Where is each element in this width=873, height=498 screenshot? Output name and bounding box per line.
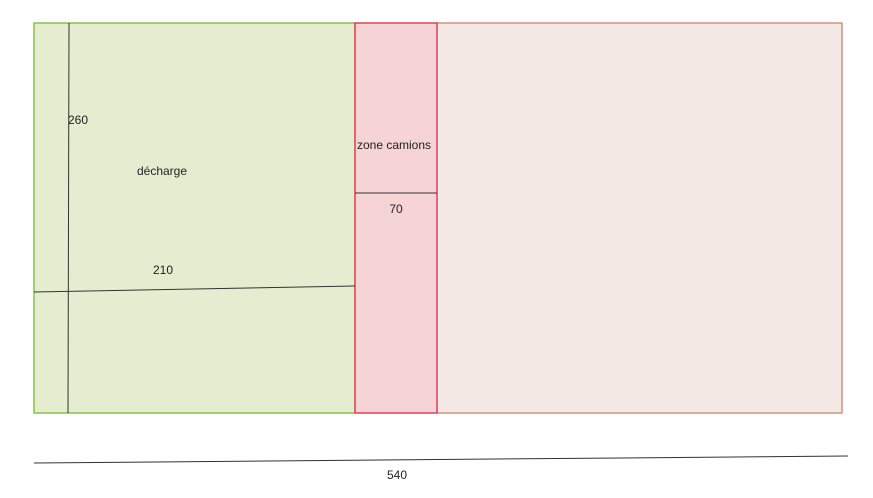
total-width-line [33, 455, 849, 464]
zone-label: zone camions [357, 138, 431, 152]
zone-label: décharge [137, 164, 187, 178]
width-label: 70 [389, 202, 403, 216]
decharge-zone [33, 22, 356, 414]
height-label: 260 [68, 113, 88, 127]
open-zone [436, 22, 843, 414]
truck-zone [354, 22, 438, 414]
total-width-label: 540 [387, 468, 407, 482]
width-dimension-line [33, 285, 356, 293]
height-dimension-line [67, 22, 70, 414]
width-label: 210 [153, 263, 173, 277]
